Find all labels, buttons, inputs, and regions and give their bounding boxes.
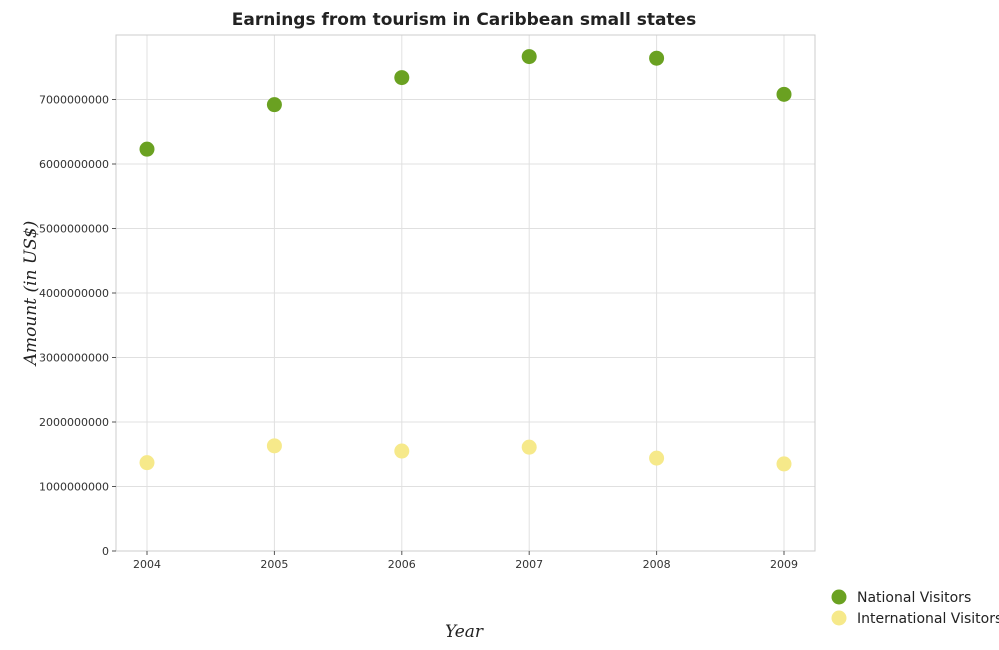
grid	[116, 35, 815, 552]
data-point	[266, 97, 282, 113]
x-tick-label: 2005	[260, 558, 288, 571]
data-point	[139, 141, 155, 157]
x-tick-label: 2006	[388, 558, 416, 571]
data-point	[776, 86, 792, 102]
data-point	[139, 455, 155, 471]
data-point	[521, 439, 537, 455]
data-point	[649, 450, 665, 466]
legend-label: International Visitors	[857, 611, 999, 627]
data-point	[394, 443, 410, 459]
y-tick-label: 2000000000	[39, 416, 109, 429]
y-tick-label: 4000000000	[39, 287, 109, 300]
y-tick-label: 0	[102, 545, 109, 558]
chart-title: Earnings from tourism in Caribbean small…	[232, 10, 696, 30]
data-point	[394, 70, 410, 86]
x-tick-label: 2004	[133, 558, 161, 571]
y-tick-label: 3000000000	[39, 352, 109, 365]
y-tick-label: 7000000000	[39, 94, 109, 107]
legend-marker	[831, 589, 847, 605]
legend: National Visitors International Visitors	[831, 589, 999, 627]
x-tick-label: 2008	[643, 558, 671, 571]
y-axis-label: Amount (in US$)	[21, 221, 41, 368]
x-axis-ticks: 2004 2005 2006 2007 2008 2009	[133, 551, 798, 571]
y-axis-ticks: 0 1000000000 2000000000 3000000000 400000000…	[39, 94, 116, 558]
y-tick-label: 5000000000	[39, 223, 109, 236]
data-point	[521, 49, 537, 65]
data-points	[139, 49, 792, 472]
data-point	[776, 456, 792, 472]
y-tick-label: 1000000000	[39, 481, 109, 494]
y-tick-label: 6000000000	[39, 158, 109, 171]
legend-marker	[831, 610, 847, 626]
x-tick-label: 2009	[770, 558, 798, 571]
data-point	[266, 438, 282, 454]
data-point	[649, 50, 665, 66]
x-tick-label: 2007	[515, 558, 543, 571]
x-axis-label: Year	[445, 622, 484, 642]
legend-label: National Visitors	[857, 590, 971, 606]
